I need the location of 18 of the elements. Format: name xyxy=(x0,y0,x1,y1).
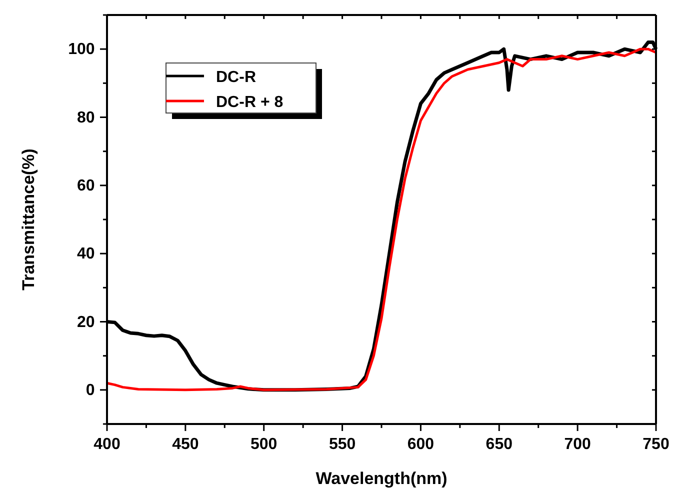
y-tick-label: 0 xyxy=(86,382,95,400)
legend-label: DC-R xyxy=(216,69,256,86)
y-tick-label: 60 xyxy=(77,178,95,195)
x-tick-label: 450 xyxy=(172,436,199,453)
x-axis-title: Wavelength(nm) xyxy=(316,469,448,488)
x-tick-label: 550 xyxy=(328,436,356,453)
x-tick-label: 400 xyxy=(94,436,120,453)
y-tick-label: 100 xyxy=(68,41,95,58)
y-tick-label: 40 xyxy=(77,246,95,263)
x-tick-label: 650 xyxy=(486,436,513,453)
y-axis-title: Transmittance(%) xyxy=(19,148,38,290)
y-tick-label: 20 xyxy=(77,314,95,331)
x-tick-label: 750 xyxy=(642,436,670,453)
legend-label: DC-R + 8 xyxy=(216,94,284,111)
x-tick-label: 500 xyxy=(250,436,278,453)
x-tick-label: 700 xyxy=(564,436,592,453)
y-tick-label: 80 xyxy=(77,109,95,126)
x-tick-label: 600 xyxy=(407,436,434,453)
